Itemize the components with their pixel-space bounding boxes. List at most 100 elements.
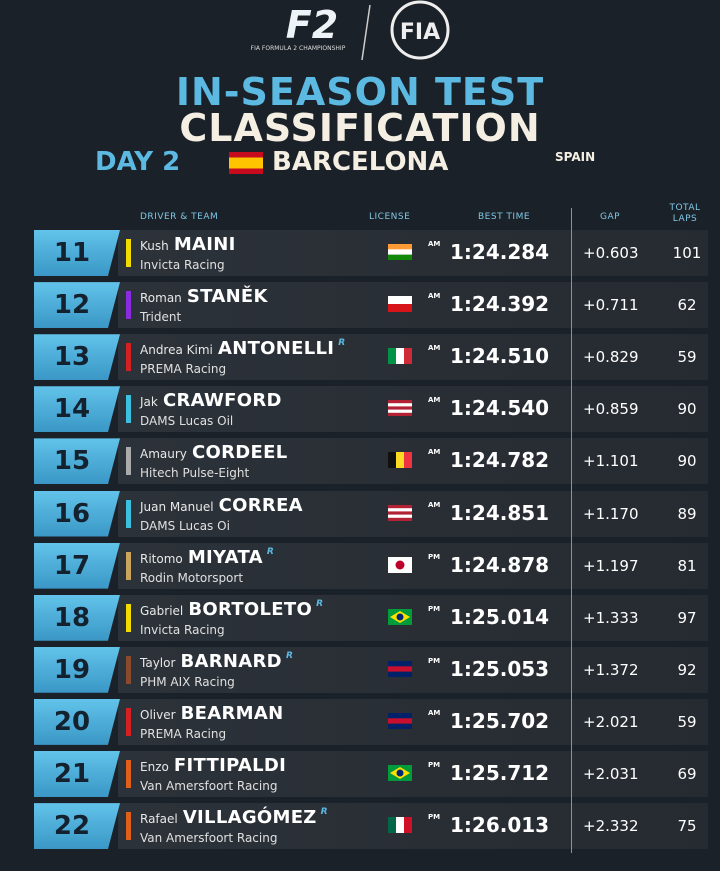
flag — [388, 712, 412, 729]
driver-name: Juan Manuel CORREA — [140, 495, 303, 516]
table-row: 12 Roman STANĚK Trident AM 1:24.392 +0.711 62 — [34, 282, 708, 329]
rookie-badge: R — [266, 546, 274, 557]
rookie-badge: R — [338, 338, 346, 349]
column-header: LICENSE — [369, 212, 411, 222]
team-name: Van Amersfoort Racing — [140, 831, 278, 846]
position: 14 — [34, 386, 120, 433]
team-color — [126, 812, 131, 841]
driver-name: Amaury CORDEEL — [140, 442, 287, 463]
first-name: Jak — [140, 395, 158, 410]
flag — [388, 556, 412, 573]
flag — [388, 660, 412, 677]
flag — [388, 452, 412, 469]
total-laps: 89 — [677, 504, 697, 523]
last-name: BARNARD — [180, 650, 282, 672]
best-time: 1:24.392 — [450, 292, 550, 317]
rookie-badge: R — [285, 650, 293, 661]
driver-name: Rafael VILLAGÓMEZ R — [140, 807, 328, 828]
flag — [388, 608, 412, 625]
team-color — [126, 655, 131, 684]
session: PM — [428, 552, 441, 561]
team-color — [126, 551, 131, 580]
last-name: BORTOLETO — [188, 598, 313, 620]
total-laps: 90 — [677, 400, 697, 419]
venue: BARCELONA — [272, 147, 449, 177]
total-laps: 92 — [677, 660, 697, 679]
rookie-badge: R — [320, 807, 328, 818]
gap: +2.021 — [583, 712, 639, 731]
best-time: 1:24.510 — [450, 344, 550, 369]
total-laps: 59 — [677, 348, 697, 367]
table-row: 17 Ritomo MIYATA R Rodin Motorsport PM 1:24.8… — [34, 542, 708, 589]
best-time: 1:24.851 — [450, 500, 550, 525]
position: 22 — [34, 803, 120, 850]
first-name: Ritomo — [140, 551, 183, 566]
table-row: 11 Kush MAINI Invicta Racing AM 1:24.284 +0.6… — [34, 230, 708, 276]
first-name: Juan Manuel — [140, 499, 214, 514]
best-time: 1:26.013 — [450, 813, 550, 838]
best-time: 1:25.014 — [450, 604, 550, 629]
last-name: CORREA — [218, 494, 303, 516]
session: AM — [428, 708, 441, 717]
session: PM — [428, 656, 441, 665]
gap: +0.829 — [583, 348, 639, 367]
best-time: 1:24.878 — [450, 552, 550, 577]
team-color — [126, 239, 131, 267]
first-name: Rafael — [140, 812, 178, 827]
position: 15 — [34, 438, 120, 485]
session: AM — [428, 292, 441, 301]
gap: +0.603 — [583, 244, 639, 262]
row-background — [118, 751, 708, 797]
row-background — [118, 334, 708, 381]
team-color — [126, 343, 131, 372]
first-name: Taylor — [140, 655, 176, 670]
position: 19 — [34, 646, 120, 693]
team-color — [126, 395, 131, 424]
total-laps: 62 — [677, 296, 697, 315]
team-color — [126, 603, 131, 632]
flag — [388, 348, 412, 365]
flag — [388, 504, 412, 521]
team-name: PHM AIX Racing — [140, 674, 235, 689]
row-background — [118, 230, 708, 276]
session: AM — [428, 448, 441, 457]
first-name: Enzo — [140, 760, 169, 774]
best-time: 1:24.540 — [450, 396, 550, 421]
last-name: ANTONELLI — [217, 338, 335, 360]
team-name: Rodin Motorsport — [140, 570, 244, 585]
first-name: Roman — [140, 291, 182, 306]
first-name: Oliver — [140, 707, 176, 722]
session: AM — [428, 240, 441, 248]
team-name: Trident — [140, 310, 182, 325]
session: PM — [428, 813, 441, 822]
row-background — [118, 803, 708, 850]
driver-name: Taylor BARNARD R — [140, 651, 293, 672]
gap: +1.101 — [583, 452, 639, 471]
column-header: GAP — [600, 212, 621, 222]
total-laps: 101 — [672, 244, 702, 262]
driver-name: Gabriel BORTOLETO R — [140, 599, 323, 620]
position: 20 — [34, 698, 120, 745]
last-name: STANĚK — [186, 286, 268, 308]
position: 12 — [34, 282, 120, 329]
rookie-badge: R — [316, 598, 323, 609]
best-time: 1:25.702 — [450, 708, 550, 733]
gap: +2.031 — [583, 765, 639, 783]
team-name: DAMS Lucas Oi — [140, 518, 230, 533]
logo: F2 FIA FORMULA 2 CHAMPIONSHIP FIA — [251, 0, 450, 61]
total-laps: 59 — [677, 712, 697, 731]
row-background — [118, 594, 708, 641]
title: IN-SEASON TEST — [175, 70, 545, 114]
session: AM — [428, 500, 441, 509]
driver-name: Kush MAINI — [140, 234, 236, 255]
row-background — [118, 646, 708, 693]
position: 13 — [34, 334, 120, 381]
flag — [388, 765, 412, 781]
best-time: 1:25.053 — [450, 656, 550, 681]
gap: +1.333 — [583, 608, 639, 627]
row-background — [118, 542, 708, 589]
team-name: PREMA Racing — [140, 726, 227, 741]
country: SPAIN — [555, 150, 596, 164]
table-row: 14 Jak CRAWFORD DAMS Lucas Oil AM 1:24.540 +0… — [34, 386, 708, 433]
